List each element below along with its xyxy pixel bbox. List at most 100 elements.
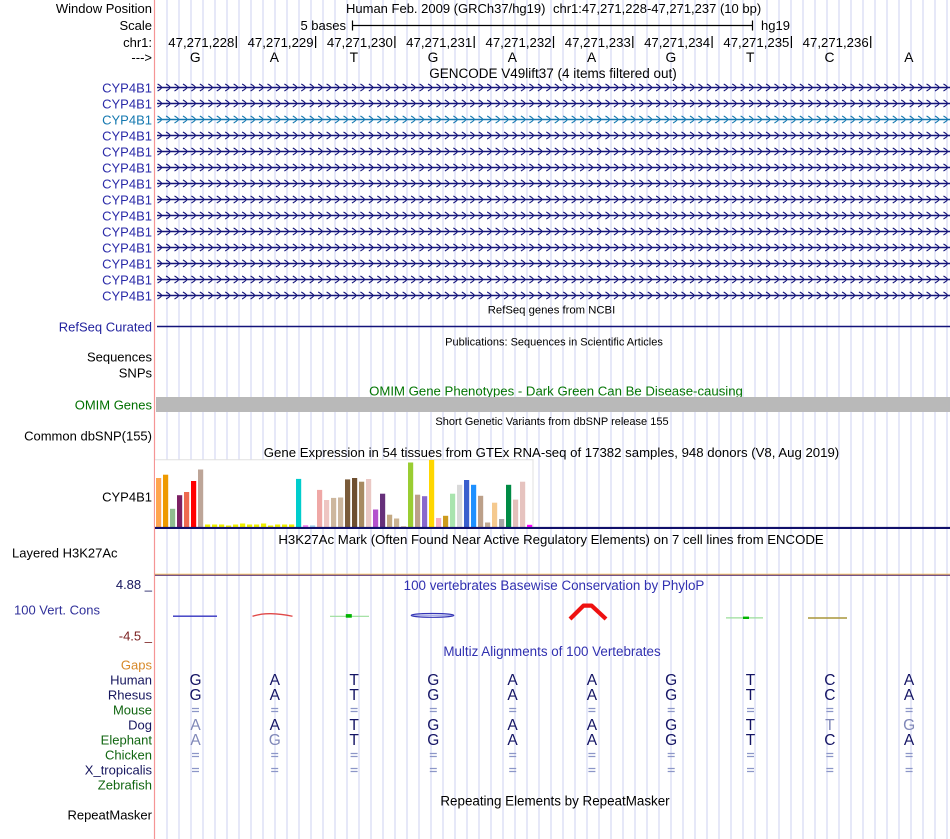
svg-text:H3K27Ac Mark (Often Found Near: H3K27Ac Mark (Often Found Near Active Re… xyxy=(278,532,824,547)
svg-text:A: A xyxy=(587,50,597,65)
svg-text:A: A xyxy=(587,672,598,689)
svg-text:47,271,229: 47,271,229 xyxy=(248,35,314,50)
svg-text:CYP4B1: CYP4B1 xyxy=(102,113,152,128)
svg-text:CYP4B1: CYP4B1 xyxy=(102,490,152,505)
svg-text:A: A xyxy=(904,732,915,749)
svg-text:RepeatMasker: RepeatMasker xyxy=(67,808,152,823)
svg-text:47,271,233: 47,271,233 xyxy=(565,35,631,50)
svg-text:-4.5 _: -4.5 _ xyxy=(119,629,153,644)
svg-text:T: T xyxy=(350,50,359,65)
svg-text:A: A xyxy=(190,732,201,749)
svg-text:T: T xyxy=(349,717,359,734)
svg-text:CYP4B1: CYP4B1 xyxy=(102,177,152,192)
svg-text:Multiz Alignments of 100 Verte: Multiz Alignments of 100 Vertebrates xyxy=(443,644,661,659)
svg-text:G: G xyxy=(665,717,677,734)
svg-text:G: G xyxy=(427,717,439,734)
svg-text:C: C xyxy=(824,672,835,689)
svg-text:CYP4B1: CYP4B1 xyxy=(102,145,152,160)
svg-text:CYP4B1: CYP4B1 xyxy=(102,289,152,304)
svg-text:100 vertebrates Basewise Conse: 100 vertebrates Basewise Conservation by… xyxy=(404,578,705,593)
svg-text:A: A xyxy=(904,50,914,65)
svg-text:C: C xyxy=(825,50,835,65)
svg-text:A: A xyxy=(507,717,518,734)
svg-text:CYP4B1: CYP4B1 xyxy=(102,241,152,256)
svg-text:GENCODE V49lift37 (4 items fil: GENCODE V49lift37 (4 items filtered out) xyxy=(429,66,677,81)
svg-text:Human Feb. 2009 (GRCh37/hg19): Human Feb. 2009 (GRCh37/hg19) xyxy=(346,1,545,16)
svg-text:Repeating Elements by RepeatMa: Repeating Elements by RepeatMasker xyxy=(440,794,670,809)
svg-text:SNPs: SNPs xyxy=(119,366,153,381)
svg-text:Gaps: Gaps xyxy=(121,658,153,673)
svg-text:G: G xyxy=(427,732,439,749)
svg-text:Window Position: Window Position xyxy=(56,1,152,16)
svg-text:G: G xyxy=(189,687,201,704)
svg-text:A: A xyxy=(587,687,598,704)
svg-text:Dog: Dog xyxy=(128,718,152,733)
svg-text:A: A xyxy=(587,717,598,734)
svg-text:100 Vert. Cons: 100 Vert. Cons xyxy=(14,603,100,618)
svg-text:A: A xyxy=(904,687,915,704)
svg-text:G: G xyxy=(665,687,677,704)
svg-text:X_tropicalis: X_tropicalis xyxy=(85,763,153,778)
svg-text:47,271,228: 47,271,228 xyxy=(168,35,234,50)
svg-text:T: T xyxy=(746,672,756,689)
svg-text:T: T xyxy=(825,717,835,734)
svg-text:Scale: Scale xyxy=(119,18,152,33)
svg-text:Human: Human xyxy=(110,673,152,688)
svg-text:--->: ---> xyxy=(131,50,152,65)
svg-text:A: A xyxy=(508,50,518,65)
svg-text:Zebrafish: Zebrafish xyxy=(98,778,152,793)
svg-text:47,271,232: 47,271,232 xyxy=(485,35,551,50)
svg-text:C: C xyxy=(824,687,835,704)
svg-text:A: A xyxy=(904,672,915,689)
svg-text:CYP4B1: CYP4B1 xyxy=(102,209,152,224)
svg-text:CYP4B1: CYP4B1 xyxy=(102,257,152,272)
svg-text:G: G xyxy=(427,687,439,704)
svg-text:Rhesus: Rhesus xyxy=(108,688,153,703)
svg-text:G: G xyxy=(190,50,201,65)
svg-text:A: A xyxy=(507,732,518,749)
svg-text:T: T xyxy=(746,717,756,734)
svg-text:47,271,235: 47,271,235 xyxy=(723,35,789,50)
svg-text:T: T xyxy=(349,672,359,689)
svg-text:A: A xyxy=(270,717,281,734)
svg-text:CYP4B1: CYP4B1 xyxy=(102,81,152,96)
svg-text:G: G xyxy=(665,672,677,689)
svg-text:T: T xyxy=(349,687,359,704)
svg-text:Gene Expression in 54 tissues: Gene Expression in 54 tissues from GTEx … xyxy=(264,445,839,460)
svg-text:G: G xyxy=(665,732,677,749)
svg-text:Elephant: Elephant xyxy=(101,733,153,748)
svg-text:OMIM Gene Phenotypes - Dark Gr: OMIM Gene Phenotypes - Dark Green Can Be… xyxy=(369,384,743,399)
svg-text:47,271,231: 47,271,231 xyxy=(406,35,472,50)
svg-text:CYP4B1: CYP4B1 xyxy=(102,273,152,288)
svg-text:G: G xyxy=(189,672,201,689)
svg-text:CYP4B1: CYP4B1 xyxy=(102,129,152,144)
svg-text:47,271,230: 47,271,230 xyxy=(327,35,393,50)
svg-text:47,271,234: 47,271,234 xyxy=(644,35,710,50)
svg-text:5 bases: 5 bases xyxy=(300,18,346,33)
svg-text:4.88 _: 4.88 _ xyxy=(116,577,153,592)
svg-text:A: A xyxy=(270,50,280,65)
svg-text:G: G xyxy=(666,50,677,65)
svg-text:T: T xyxy=(746,732,756,749)
svg-text:C: C xyxy=(824,732,835,749)
svg-text:A: A xyxy=(270,687,281,704)
svg-text:CYP4B1: CYP4B1 xyxy=(102,225,152,240)
svg-text:RefSeq genes from NCBI: RefSeq genes from NCBI xyxy=(488,305,615,317)
svg-text:Common dbSNP(155): Common dbSNP(155) xyxy=(24,429,152,444)
svg-text:Publications: Sequences in Sci: Publications: Sequences in Scientific Ar… xyxy=(445,337,663,349)
svg-text:A: A xyxy=(507,687,518,704)
svg-text:chr1:47,271,228-47,271,237 (10: chr1:47,271,228-47,271,237 (10 bp) xyxy=(553,1,761,16)
svg-text:47,271,236: 47,271,236 xyxy=(803,35,869,50)
svg-text:Layered H3K27Ac: Layered H3K27Ac xyxy=(12,546,118,561)
svg-text:G: G xyxy=(428,50,439,65)
svg-text:A: A xyxy=(507,672,518,689)
svg-text:T: T xyxy=(746,50,755,65)
svg-text:OMIM Genes: OMIM Genes xyxy=(75,398,153,413)
svg-text:T: T xyxy=(746,687,756,704)
svg-text:T: T xyxy=(349,732,359,749)
svg-text:A: A xyxy=(587,732,598,749)
svg-text:RefSeq Curated: RefSeq Curated xyxy=(59,320,152,335)
svg-text:G: G xyxy=(269,732,281,749)
svg-text:A: A xyxy=(190,717,201,734)
svg-text:G: G xyxy=(427,672,439,689)
